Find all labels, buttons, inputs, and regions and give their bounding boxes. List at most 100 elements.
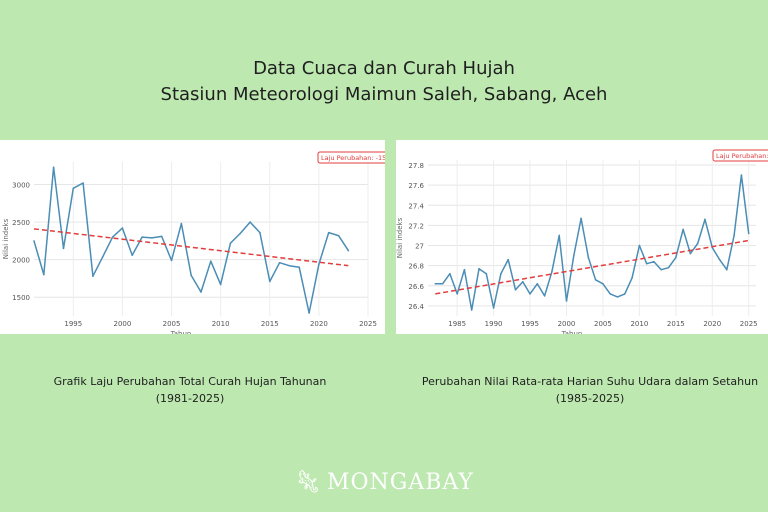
x-axis-label: Tahun bbox=[561, 330, 583, 334]
data-point bbox=[298, 266, 301, 268]
data-point bbox=[131, 254, 134, 256]
data-point bbox=[507, 258, 509, 261]
data-point bbox=[278, 261, 281, 264]
temperature-caption-title: Perubahan Nilai Rata-rata Harian Suhu Ud… bbox=[421, 375, 759, 388]
data-point bbox=[529, 293, 531, 295]
data-point bbox=[33, 240, 35, 242]
x-tick-label: 2015 bbox=[261, 320, 279, 328]
x-tick-label: 2000 bbox=[113, 320, 131, 328]
x-tick-label: 1990 bbox=[485, 320, 503, 328]
data-series-line bbox=[33, 166, 350, 314]
x-tick-label: 2015 bbox=[667, 320, 685, 328]
legend-box bbox=[317, 151, 385, 164]
data-point bbox=[726, 268, 728, 271]
y-tick-label: 1500 bbox=[12, 294, 30, 302]
x-tick-label: 2010 bbox=[630, 320, 648, 328]
data-point bbox=[210, 260, 212, 262]
data-point bbox=[200, 291, 202, 293]
data-point bbox=[485, 272, 488, 275]
x-tick-label: 2000 bbox=[558, 320, 576, 328]
y-axis-label: Nilai indeks bbox=[396, 217, 404, 258]
data-point bbox=[580, 217, 582, 220]
legend-box bbox=[712, 149, 768, 162]
data-point bbox=[558, 234, 560, 237]
data-point bbox=[441, 282, 444, 285]
data-point bbox=[434, 282, 437, 285]
x-axis-label: Tahun bbox=[170, 330, 192, 334]
data-point bbox=[456, 293, 458, 295]
trend-line bbox=[33, 228, 349, 267]
data-point bbox=[631, 276, 633, 279]
lizard-icon: 🦎︎ bbox=[294, 470, 323, 495]
data-point bbox=[170, 259, 173, 262]
mongabay-logo: 🦎︎ MONGABAY bbox=[0, 470, 768, 495]
data-point bbox=[689, 252, 692, 255]
y-tick-label: 27 bbox=[415, 243, 424, 251]
x-tick-label: 2005 bbox=[163, 320, 181, 328]
x-tick-label: 2005 bbox=[594, 320, 612, 328]
data-point bbox=[72, 187, 75, 190]
data-point bbox=[616, 296, 619, 298]
trend-line bbox=[435, 239, 749, 295]
data-point bbox=[111, 236, 114, 238]
data-point bbox=[478, 267, 480, 270]
data-point bbox=[645, 262, 648, 265]
data-point bbox=[572, 254, 575, 257]
x-tick-label: 1985 bbox=[448, 320, 466, 328]
temperature-caption-period: (1985-2025) bbox=[555, 392, 625, 405]
data-point bbox=[565, 300, 568, 302]
data-point bbox=[660, 268, 663, 271]
data-point bbox=[327, 231, 330, 234]
temperature-chart-panel: 26.4 26.6 26.8 27 27.2 27.4 27.6 27.8 1985 1990 19… bbox=[396, 140, 768, 334]
data-point bbox=[101, 255, 104, 258]
data-series-line bbox=[435, 174, 750, 311]
data-point bbox=[62, 247, 65, 250]
temperature-chart-caption: Perubahan Nilai Rata-rata Harian Suhu Ud… bbox=[405, 373, 768, 407]
data-point bbox=[82, 182, 84, 184]
y-tick-label: 2500 bbox=[12, 219, 30, 227]
data-point bbox=[249, 221, 251, 223]
y-tick-label: 26.8 bbox=[408, 263, 424, 271]
data-point bbox=[536, 282, 539, 285]
y-tick-label: 3000 bbox=[12, 182, 30, 190]
data-point bbox=[43, 273, 45, 276]
data-point bbox=[675, 256, 677, 259]
data-point bbox=[696, 242, 699, 245]
data-point bbox=[239, 232, 242, 235]
y-tick-label: 27.4 bbox=[408, 202, 424, 210]
data-point bbox=[638, 244, 641, 247]
data-point bbox=[92, 275, 94, 277]
data-point bbox=[470, 309, 473, 311]
rainfall-chart-panel: 1500 2000 2500 3000 1995 2000 2005 2010 2015 2020… bbox=[0, 140, 385, 334]
y-tick-label: 26.4 bbox=[408, 303, 424, 311]
rainfall-caption-title: Grafik Laju Perubahan Total Curah Hujan … bbox=[53, 375, 327, 388]
y-axis-label: Nilai indeks bbox=[2, 218, 10, 259]
data-point bbox=[543, 295, 546, 297]
logo-text: MONGABAY bbox=[326, 470, 474, 495]
data-point bbox=[190, 274, 192, 277]
x-tick-label: 1995 bbox=[521, 320, 539, 328]
data-point bbox=[160, 235, 163, 238]
data-point bbox=[602, 282, 604, 285]
x-tick-label: 2010 bbox=[212, 320, 230, 328]
x-tick-label: 2020 bbox=[703, 320, 721, 328]
page-subtitle: Stasiun Meteorologi Maimun Saleh, Sabang… bbox=[160, 84, 608, 105]
data-point bbox=[337, 234, 340, 237]
data-point bbox=[288, 264, 291, 267]
data-point bbox=[740, 174, 743, 176]
rainfall-chart: 1500 2000 2500 3000 1995 2000 2005 2010 2015 2020… bbox=[2, 151, 385, 334]
x-tick-label: 2020 bbox=[310, 320, 328, 328]
data-point bbox=[151, 237, 153, 239]
data-point bbox=[718, 258, 721, 261]
data-point bbox=[318, 263, 320, 265]
data-point bbox=[609, 293, 612, 295]
data-point bbox=[500, 272, 502, 275]
data-point bbox=[704, 218, 706, 221]
data-point bbox=[52, 166, 55, 169]
rainfall-chart-caption: Grafik Laju Perubahan Total Curah Hujan … bbox=[30, 373, 350, 407]
legend-text: Laju Perubahan: 0.01 bbox=[716, 152, 768, 160]
x-tick-label: 2025 bbox=[740, 320, 758, 328]
y-tick-label: 26.6 bbox=[408, 283, 424, 291]
data-point bbox=[121, 227, 124, 229]
data-point bbox=[308, 312, 310, 314]
